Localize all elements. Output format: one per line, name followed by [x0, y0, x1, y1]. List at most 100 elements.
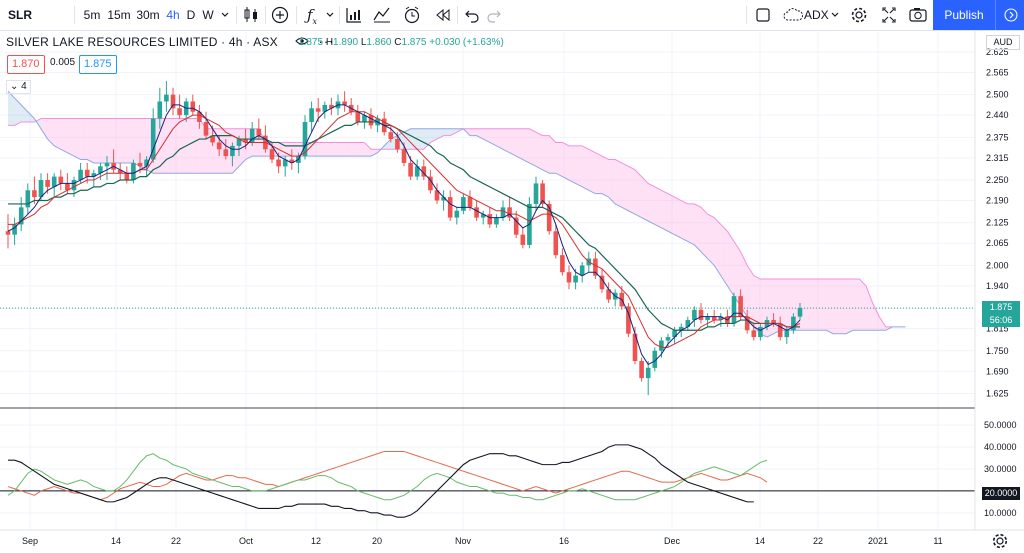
price-tick-label: 1.940: [986, 281, 1009, 291]
ask-price-box[interactable]: 1.875: [79, 55, 117, 74]
compare-icon[interactable]: [268, 0, 292, 30]
candle-body: [58, 176, 64, 184]
cloud-segment: [562, 142, 569, 181]
cloud-segment: [714, 217, 721, 276]
templates-icon[interactable]: [343, 0, 365, 30]
cloud-segment: [364, 142, 371, 157]
moving-averages: [0, 104, 975, 366]
candle: [441, 190, 446, 211]
candle: [461, 193, 466, 215]
cloud-segment: [641, 176, 649, 221]
candle: [447, 190, 453, 221]
cloud-icon[interactable]: [782, 0, 804, 30]
settings-icon[interactable]: [848, 0, 870, 30]
bar-style-icon[interactable]: [240, 0, 262, 30]
candle-body: [672, 330, 677, 338]
chart-type-icon[interactable]: [370, 0, 394, 30]
cloud-segment: [575, 145, 583, 187]
chart-canvas[interactable]: 2.625 2.565 2.500 2.440 2.375 2.315 2.250 2.190…: [0, 30, 1024, 553]
time-tick-label: 12: [311, 536, 321, 546]
cloud-segment: [159, 118, 167, 174]
cloud-segment: [120, 118, 127, 163]
symbol-title[interactable]: SILVER LAKE RESOURCES LIMITED · 4h · ASX: [6, 35, 278, 49]
cloud-segment: [780, 279, 787, 331]
toolbar-divider: [265, 6, 266, 24]
candle-body: [302, 121, 308, 157]
candle: [342, 91, 347, 112]
candle: [546, 200, 552, 235]
replay-icon[interactable]: [432, 0, 454, 30]
alert-icon[interactable]: [400, 0, 424, 30]
candle-body: [368, 115, 374, 126]
candle-body: [593, 258, 598, 276]
candle-body: [342, 101, 347, 105]
indicators-icon[interactable]: ƒx: [306, 6, 318, 26]
undo-icon[interactable]: [461, 0, 481, 30]
time-tick-label: Dec: [664, 536, 681, 546]
candle-body: [25, 190, 31, 208]
candle-body: [388, 132, 394, 140]
candle-body: [659, 340, 664, 351]
adx-line: [8, 444, 754, 518]
snapshot-icon[interactable]: [907, 0, 929, 30]
cloud-segment: [166, 118, 173, 174]
interval-4h[interactable]: 4h: [166, 8, 180, 22]
visibility-eye-icon[interactable]: [295, 35, 312, 49]
fullscreen-icon[interactable]: [878, 0, 900, 30]
candle-body: [12, 224, 17, 235]
chart-settings-icon[interactable]: [992, 533, 1008, 549]
indicators-dropdown-icon[interactable]: [324, 0, 336, 30]
candle: [58, 169, 64, 191]
rectangle-icon[interactable]: [752, 0, 774, 30]
interval-dropdown-icon[interactable]: [218, 0, 232, 30]
di-minus-line: [7, 450, 768, 501]
interval-15m[interactable]: 15m: [107, 8, 131, 22]
cloud-segment: [674, 197, 682, 239]
cloud-segment: [331, 142, 338, 157]
publish-button[interactable]: Publish: [933, 0, 995, 30]
candle-body: [322, 104, 328, 112]
candle-body: [408, 162, 413, 177]
candle-body: [434, 190, 440, 201]
price-tick-label: 2.625: [986, 47, 1009, 57]
candle-body: [705, 316, 710, 321]
toolbar-divider: [296, 6, 297, 24]
interval-5m[interactable]: 5m: [83, 8, 101, 22]
candle-body: [210, 135, 215, 143]
price-tick-label: 2.500: [986, 90, 1009, 100]
cloud-segment: [549, 135, 556, 174]
cloud-segment: [27, 111, 35, 122]
interval-30m[interactable]: 30m: [136, 8, 160, 22]
collapse-indicators-toggle[interactable]: ⌄ 4: [6, 80, 31, 94]
candle-body: [791, 316, 796, 331]
candle-body: [447, 197, 453, 218]
di-plus-line: [7, 453, 768, 501]
price-tick-label: 2.000: [986, 260, 1009, 270]
cloud-segment: [615, 159, 622, 208]
more-options-icon[interactable]: ···: [318, 34, 335, 49]
time-tick-label: 22: [171, 536, 181, 546]
open-value: 1.875: [298, 37, 324, 48]
redo-icon[interactable]: [485, 0, 505, 30]
bid-price-box[interactable]: 1.870: [7, 55, 45, 74]
candle-body: [758, 326, 763, 338]
toolbar-divider: [339, 6, 340, 24]
interval-w[interactable]: W: [202, 8, 214, 22]
cloud-segment: [192, 118, 200, 174]
adx-level-label: 20.0000: [982, 487, 1020, 500]
candle-body: [632, 333, 638, 362]
ohlc-readout: 1.875 H1.890 L1.860 C1.875 +0.030 (+1.63…: [298, 37, 504, 48]
publish-menu-icon[interactable]: [995, 0, 1024, 30]
candle: [12, 217, 17, 245]
candle: [91, 169, 97, 187]
indicator-dropdown-icon[interactable]: [829, 0, 841, 30]
high-label: H: [325, 37, 334, 48]
cloud-segment: [720, 224, 728, 286]
interval-d[interactable]: D: [186, 8, 196, 22]
indicator-name[interactable]: ADX: [804, 8, 829, 22]
cloud-segment: [747, 265, 754, 327]
candle: [513, 210, 519, 239]
cloud-segment: [661, 190, 668, 232]
symbol-search[interactable]: SLR: [8, 8, 32, 22]
cloud-segment: [483, 128, 490, 143]
